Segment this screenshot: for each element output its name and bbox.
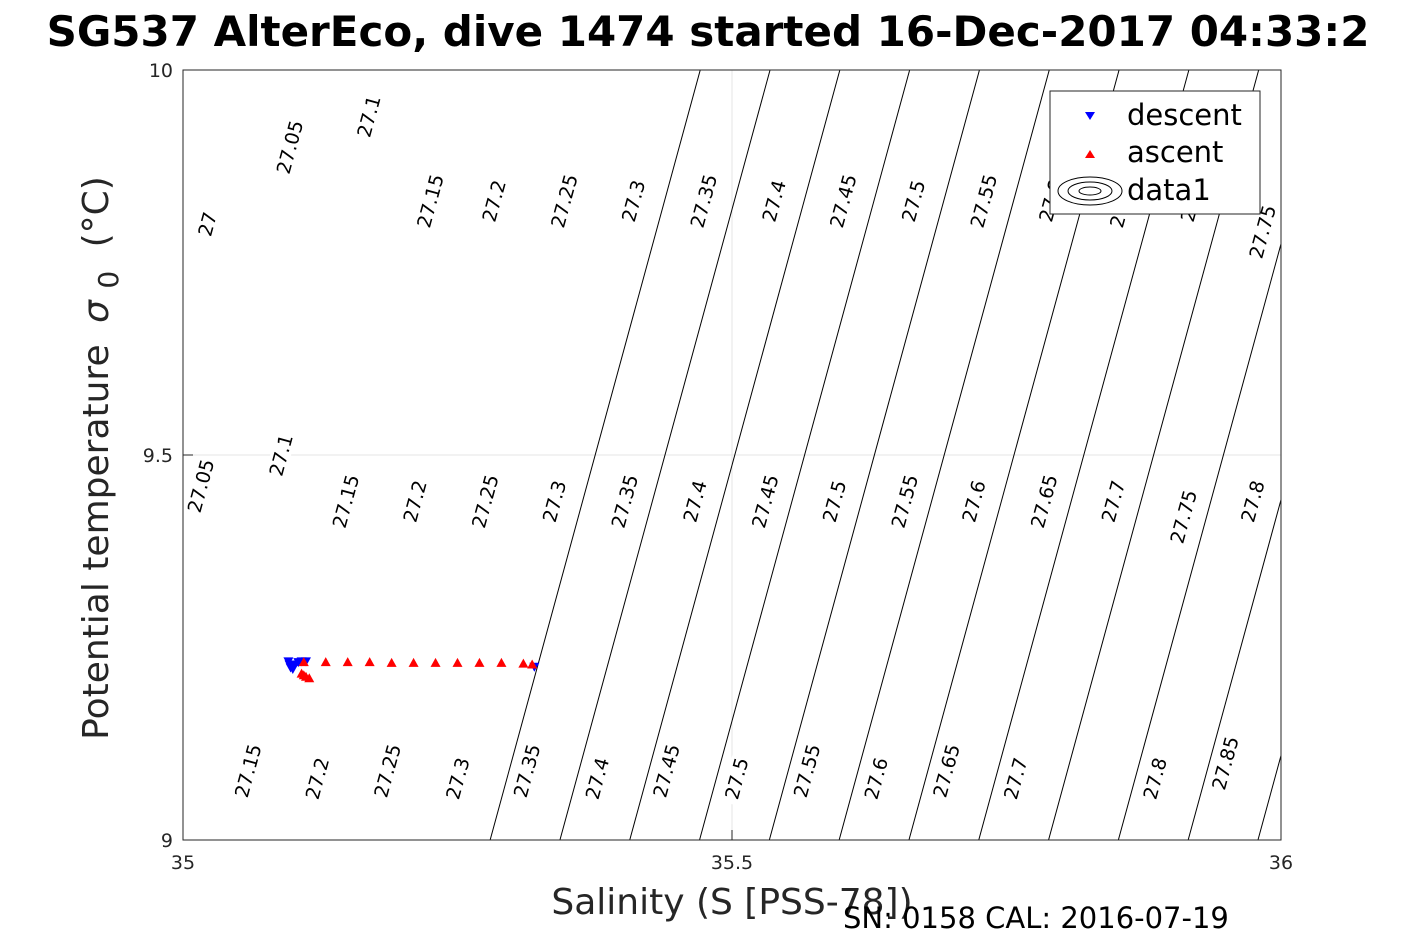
contour-label-bg — [1208, 735, 1242, 791]
contour-label-bg — [929, 742, 963, 799]
contour-label-bg — [264, 427, 298, 483]
isopycnal-line — [768, 70, 980, 840]
contour-label-bg — [616, 173, 650, 229]
legend-data1-label: data1 — [1127, 173, 1211, 207]
contour-label-bg — [607, 473, 641, 529]
legend-contour-icon — [1057, 176, 1123, 206]
ascent-point — [430, 657, 441, 667]
ascent-point — [386, 657, 397, 667]
contour-label-bg — [510, 742, 544, 799]
y-tick-label: 10 — [149, 60, 173, 82]
contour-label-bg — [547, 173, 581, 229]
svg-text:Potential temperature σ: Potential temperature σ 0 (°C) — [76, 176, 127, 740]
contour-label-bg — [957, 473, 991, 529]
ascent-point — [320, 657, 331, 667]
isopycnal-line — [629, 70, 841, 840]
chart-title: SG537 AlterEco, dive 1474 started 16-Dec… — [47, 7, 1370, 56]
y-axis-label-group: Potential temperature σ 0 (°C) — [76, 176, 127, 740]
ascent-point — [408, 657, 419, 667]
isopycnal-line — [699, 70, 911, 840]
contour-label-bg — [998, 750, 1032, 807]
isopycnal-line — [838, 70, 1050, 840]
ascent-point — [474, 657, 485, 667]
contour-label-bg — [1027, 473, 1061, 529]
contour-label-bg — [370, 742, 404, 799]
y-tick-label: 9.5 — [143, 445, 173, 467]
contour-label-bg — [678, 473, 712, 529]
contour-label-bg — [1096, 473, 1130, 529]
y-axis-label: Potential temperature — [76, 344, 117, 739]
contour-label-bg — [757, 173, 791, 229]
y-tick-label: 9 — [161, 830, 173, 852]
contour-label-bg — [352, 88, 386, 144]
contour-label-bg — [1245, 203, 1279, 260]
ascent-point — [298, 657, 309, 667]
y-axis-label-subscript: 0 — [92, 271, 125, 289]
contour-label-bg — [1138, 750, 1172, 807]
ascent-point — [342, 657, 353, 667]
x-tick-label: 36 — [1269, 852, 1293, 874]
y-axis-label-unit: (°C) — [76, 176, 117, 247]
contour-label-bg — [859, 750, 893, 807]
contour-label-bg — [231, 742, 265, 799]
isopycnal-line — [559, 70, 771, 840]
contour-label-bg — [686, 173, 720, 229]
x-axis-label: Salinity (S [PSS-78]) — [551, 882, 912, 923]
contour-label-bg — [273, 119, 306, 175]
contour-label-bg — [441, 750, 474, 807]
contour-label-bg — [887, 473, 921, 529]
ascent-point — [527, 659, 538, 669]
contour-label-bg — [477, 173, 511, 229]
x-tick-label: 35.5 — [711, 852, 753, 874]
contour-label-bg — [300, 750, 334, 807]
ascent-point — [452, 657, 463, 667]
legend-ascent-marker — [1085, 150, 1095, 158]
contour-label-bg — [826, 173, 860, 229]
legend-ascent-label: ascent — [1127, 135, 1223, 169]
data-series — [283, 657, 540, 683]
contour-label-bg — [398, 473, 432, 529]
contour-label-bg — [896, 173, 930, 229]
ascent-point — [364, 657, 375, 667]
contour-label-bg — [537, 473, 571, 529]
ascent-point — [496, 657, 507, 667]
ascent-point — [304, 673, 315, 683]
footer-serial-cal: SN: 0158 CAL: 2016-07-19 — [843, 901, 1229, 935]
contour-label-bg — [190, 196, 224, 252]
isopycnal-line — [1117, 242, 1281, 840]
contour-label-bg — [329, 473, 362, 529]
legend-box — [1049, 90, 1261, 215]
contour-label-bg — [580, 750, 614, 807]
contour-label-bg — [468, 473, 502, 529]
contour-label-bg — [649, 742, 683, 799]
y-axis-label-symbol: σ — [76, 299, 117, 323]
contour-label-bg — [1235, 473, 1269, 529]
contour-label-bg — [748, 473, 782, 529]
axis-ticks: 35 35.5 36 9 9.5 10 — [143, 60, 1293, 874]
isopycnal-line — [1187, 497, 1281, 840]
legend-descent-label: descent — [1127, 98, 1242, 132]
isopycnal-line — [489, 70, 701, 840]
legend-descent-marker — [1085, 112, 1095, 120]
contour-label-bg — [719, 750, 753, 807]
contour-label-bg — [817, 473, 851, 529]
contour-label-bg — [790, 742, 824, 799]
x-tick-label: 35 — [171, 852, 195, 874]
ascent-point — [518, 658, 529, 668]
contour-label-bg — [184, 458, 218, 514]
legend: descent ascent data1 — [1049, 90, 1261, 215]
contour-label-bg — [1166, 488, 1200, 545]
contour-label-bg — [966, 173, 1000, 229]
contour-label-bg — [413, 173, 447, 229]
